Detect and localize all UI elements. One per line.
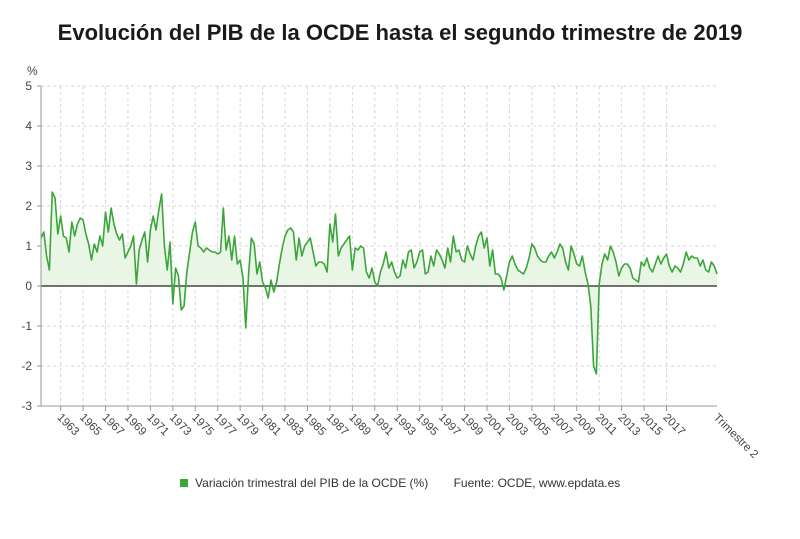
x-tick-label: 1983: [279, 412, 306, 439]
x-tick-label: 1985: [301, 412, 328, 439]
x-tick-label: 1997: [436, 412, 463, 439]
chart-plot: 5 4 3 2 1 0 -1 -2 -3 1963196519671969197119731975…: [21, 64, 760, 461]
x-tick-label: 1981: [256, 412, 283, 439]
x-tick-label: 1995: [414, 412, 441, 439]
x-tick-label: 1965: [77, 412, 104, 439]
x-tick-label: 2007: [548, 412, 575, 439]
chart-legend: Variación trimestral del PIB de la OCDE …: [0, 476, 800, 490]
y-tick-label: 1: [25, 239, 32, 253]
x-tick-label: 2015: [638, 412, 665, 439]
x-tick-label: 2005: [526, 412, 553, 439]
y-tick-label: 4: [25, 119, 32, 133]
y-tick-label: 2: [25, 199, 32, 213]
x-tick-label: 1963: [55, 412, 82, 439]
legend-series-label: Variación trimestral del PIB de la OCDE …: [195, 476, 429, 490]
x-tick-label: 1991: [369, 412, 396, 439]
x-axis-title: Trimestre 2: [711, 412, 760, 461]
y-tick-label: -2: [21, 359, 32, 373]
y-axis-unit-label: %: [27, 64, 38, 78]
chart-title: Evolución del PIB de la OCDE hasta el se…: [57, 20, 743, 45]
x-tick-label: 1977: [212, 412, 239, 439]
y-tick-label: 3: [25, 159, 32, 173]
x-tick-label: 2001: [481, 412, 508, 439]
y-tick-label: 5: [25, 79, 32, 93]
x-tick-label: 2013: [616, 412, 643, 439]
x-tick-label: 2009: [571, 412, 598, 439]
series-line-pib: [40, 191, 718, 375]
y-tick-label: -1: [21, 319, 32, 333]
x-tick-label: 1993: [391, 412, 418, 439]
x-tick-label: 2017: [660, 412, 687, 439]
source-note: Fuente: OCDE, www.epdata.es: [453, 476, 621, 490]
x-tick-label: 1987: [324, 412, 351, 439]
x-tick-label: 1975: [189, 412, 216, 439]
x-tick-label: 1967: [99, 412, 126, 439]
x-tick-label: 1989: [346, 412, 373, 439]
x-tick-label: 1999: [458, 412, 485, 439]
y-tick-label: 0: [25, 279, 32, 293]
x-tick-label: 2003: [503, 412, 530, 439]
x-tick-label: 1971: [144, 412, 171, 439]
y-tick-label: -3: [21, 399, 32, 413]
x-tick-label: 1969: [122, 412, 149, 439]
x-tick-label: 1979: [234, 412, 261, 439]
x-tick-label: 2011: [593, 412, 619, 438]
x-tick-label: 1973: [167, 412, 194, 439]
legend-swatch: [179, 478, 188, 487]
